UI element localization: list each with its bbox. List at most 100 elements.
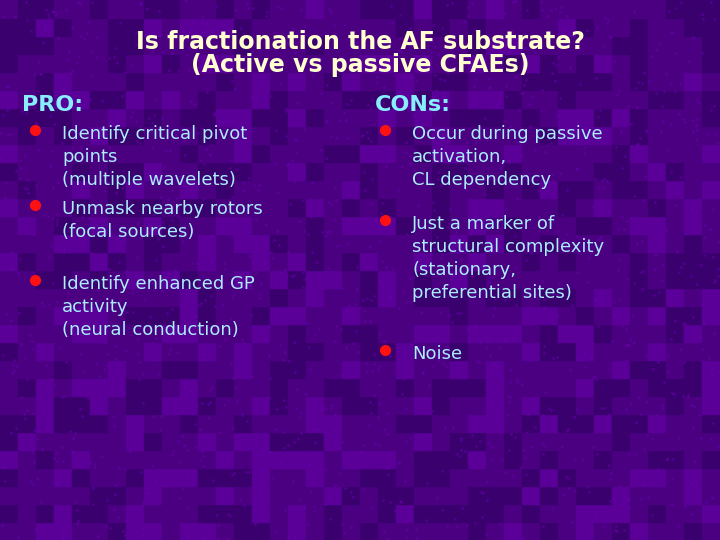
Bar	[702, 162, 720, 180]
Bar	[180, 288, 198, 306]
Point	[43, 300, 55, 308]
Bar	[54, 144, 72, 162]
Point	[172, 65, 184, 74]
Bar	[378, 144, 396, 162]
Point	[653, 288, 665, 296]
Bar	[684, 18, 702, 36]
Point	[410, 292, 421, 300]
Point	[709, 130, 720, 138]
Point	[329, 480, 341, 489]
Bar	[612, 522, 630, 540]
Point	[561, 12, 572, 21]
Bar	[594, 216, 612, 234]
Bar	[162, 432, 180, 450]
Point	[320, 153, 331, 162]
Bar	[108, 234, 126, 252]
Bar	[684, 324, 702, 342]
Bar	[162, 126, 180, 144]
Bar	[252, 288, 270, 306]
Point	[290, 148, 302, 157]
Point	[181, 0, 192, 5]
Bar	[558, 0, 576, 18]
Bar	[90, 522, 108, 540]
Point	[282, 159, 294, 168]
Bar	[594, 450, 612, 468]
Point	[120, 300, 132, 308]
Point	[499, 8, 510, 17]
Bar	[432, 288, 450, 306]
Point	[93, 390, 104, 399]
Bar	[252, 468, 270, 486]
Bar	[360, 162, 378, 180]
Bar	[414, 414, 432, 432]
Point	[300, 390, 312, 399]
Point	[638, 69, 649, 77]
Bar	[234, 288, 252, 306]
Point	[583, 254, 595, 263]
Bar	[414, 144, 432, 162]
Point	[373, 441, 384, 449]
Point	[357, 296, 369, 305]
Point	[329, 184, 341, 192]
Bar	[468, 0, 486, 18]
Bar	[648, 234, 666, 252]
Point	[335, 324, 346, 333]
Point	[503, 46, 515, 55]
Point	[215, 221, 227, 230]
Point	[373, 224, 384, 232]
Bar	[540, 450, 558, 468]
Bar	[234, 18, 252, 36]
Bar	[504, 324, 522, 342]
Point	[598, 41, 610, 50]
Point	[355, 131, 366, 140]
Bar	[216, 198, 234, 216]
Bar	[540, 18, 558, 36]
Point	[405, 158, 416, 167]
Bar	[90, 0, 108, 18]
Point	[113, 257, 125, 266]
Point	[28, 426, 40, 434]
Point	[451, 449, 463, 458]
Bar	[702, 450, 720, 468]
Bar	[558, 432, 576, 450]
Point	[428, 205, 440, 214]
Point	[75, 0, 86, 8]
Point	[700, 251, 711, 259]
Point	[222, 279, 234, 287]
Bar	[36, 396, 54, 414]
Point	[146, 279, 158, 287]
Bar	[36, 144, 54, 162]
Point	[598, 522, 610, 530]
Point	[372, 72, 383, 81]
Bar	[504, 450, 522, 468]
Bar	[540, 486, 558, 504]
Point	[429, 43, 441, 52]
Point	[616, 322, 628, 330]
Point	[103, 265, 114, 273]
Point	[143, 114, 155, 123]
Point	[42, 9, 53, 18]
Bar	[18, 306, 36, 324]
Bar	[666, 378, 684, 396]
Point	[148, 411, 159, 420]
Bar	[108, 378, 126, 396]
Point	[637, 267, 649, 275]
Bar	[0, 252, 18, 270]
Point	[299, 274, 310, 283]
Bar	[180, 378, 198, 396]
Point	[335, 116, 346, 124]
Bar	[576, 144, 594, 162]
Point	[410, 116, 422, 125]
Bar	[666, 360, 684, 378]
Point	[166, 49, 178, 58]
Point	[663, 294, 675, 302]
Bar	[198, 360, 216, 378]
Point	[547, 59, 559, 68]
Point	[57, 535, 68, 540]
Bar	[414, 108, 432, 126]
Bar	[0, 0, 18, 18]
Point	[133, 375, 145, 383]
Point	[120, 266, 132, 275]
Bar	[90, 180, 108, 198]
Point	[71, 506, 83, 515]
